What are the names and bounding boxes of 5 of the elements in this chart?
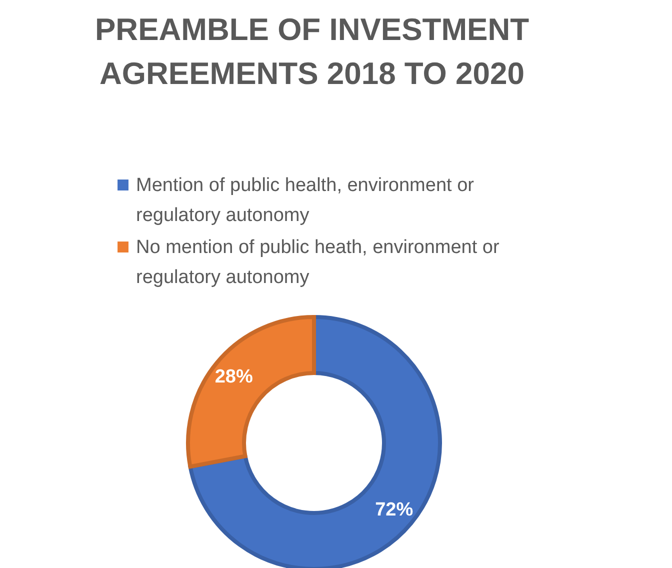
chart-title: PREAMBLE OF INVESTMENT AGREEMENTS 2018 TO 2020 [94, 12, 530, 91]
data-label: 72% [375, 499, 414, 520]
data-label: 28% [214, 366, 253, 388]
legend-label: No mention of public heath, environment or regulatory autonomy [136, 237, 500, 288]
legend-label: Mention of public health, environment or regulatory autonomy [136, 175, 475, 226]
